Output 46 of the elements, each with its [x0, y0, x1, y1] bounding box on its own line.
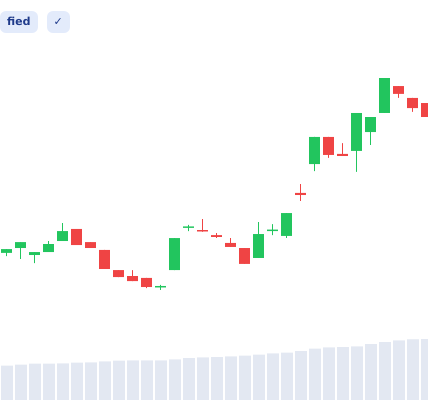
bar	[379, 342, 391, 400]
bar	[99, 361, 111, 400]
bar	[365, 344, 377, 400]
bar	[295, 351, 307, 400]
bar	[1, 366, 13, 400]
bar	[281, 352, 293, 400]
bar	[15, 364, 27, 400]
bar	[113, 360, 125, 400]
bar	[169, 359, 181, 400]
bar	[407, 339, 419, 400]
candlestick	[393, 86, 404, 98]
candlestick	[57, 222, 68, 242]
bar	[85, 362, 97, 400]
bar	[141, 360, 153, 400]
bar	[127, 360, 139, 400]
bar	[211, 356, 223, 400]
candlestick	[281, 212, 292, 239]
bar	[337, 346, 349, 400]
text: ✓	[46, 11, 70, 33]
bar	[309, 348, 321, 400]
bar	[393, 340, 405, 400]
candlestick	[407, 97, 418, 112]
text: fied	[0, 11, 38, 33]
candlestick	[337, 142, 348, 157]
candlestick	[15, 242, 26, 260]
candlestick	[365, 116, 376, 146]
candlestick	[253, 221, 264, 258]
candlestick	[267, 224, 278, 236]
bar	[57, 363, 69, 400]
candlestick	[29, 252, 40, 264]
bar	[253, 354, 265, 400]
bar	[239, 356, 251, 400]
bar	[155, 360, 167, 400]
bar	[197, 357, 209, 400]
candlestick	[239, 248, 250, 264]
candlestick	[197, 218, 208, 232]
bar	[183, 358, 195, 400]
bar	[267, 353, 279, 400]
bar	[43, 364, 55, 400]
bar	[323, 347, 335, 400]
bar	[351, 346, 363, 400]
bar	[225, 356, 237, 400]
candlestick	[323, 136, 334, 158]
bar	[29, 364, 41, 400]
bar	[71, 362, 83, 400]
candlestick	[295, 184, 306, 202]
